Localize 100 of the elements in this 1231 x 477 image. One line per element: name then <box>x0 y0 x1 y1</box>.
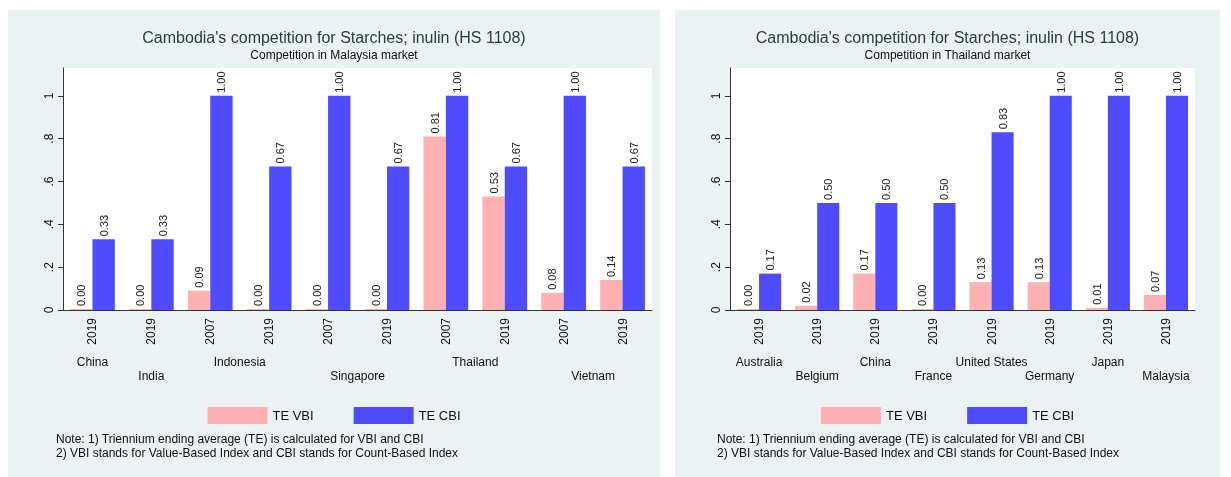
bar <box>1027 282 1050 310</box>
data-label: 0.83 <box>996 107 1009 130</box>
bar <box>328 95 351 310</box>
chart-title: Cambodia's competition for Starches; inulin (HS 1108) <box>755 28 1140 46</box>
x-tick-label: 2019 <box>379 317 394 345</box>
bar <box>991 132 1014 310</box>
bar <box>875 202 898 310</box>
chart-subtitle: Competition in Thailand market <box>864 48 1032 62</box>
y-tick-label: .2 <box>42 261 56 273</box>
data-label: 0.50 <box>822 178 835 200</box>
text: China <box>76 355 109 369</box>
data-label: 0.13 <box>974 257 987 280</box>
x-tick-label: 2007 <box>556 317 571 345</box>
data-label: 1.00 <box>1112 71 1125 93</box>
data-label: 0.67 <box>274 142 287 164</box>
legend-label: TE VBI <box>272 408 314 423</box>
bar <box>187 290 211 310</box>
data-label: 1.00 <box>215 71 228 93</box>
bar <box>1085 307 1108 310</box>
bar <box>210 95 233 310</box>
bar <box>795 305 818 310</box>
data-label: 0.50 <box>880 178 893 200</box>
bar <box>817 202 840 310</box>
text: Singapore <box>330 369 386 383</box>
x-tick-label: 2019 <box>497 317 512 345</box>
data-label: 0.00 <box>75 284 88 306</box>
bar <box>853 273 876 310</box>
x-tick-label: 2019 <box>615 317 630 345</box>
bar <box>933 202 956 310</box>
text: Note: 1) Triennium ending average (TE) is calculated for VBI and CBI <box>56 432 424 446</box>
y-tick-label: .8 <box>709 133 723 144</box>
x-tick-label: 2019 <box>810 317 825 345</box>
legend-label: TE CBI <box>1032 408 1075 423</box>
data-label: 0.02 <box>800 281 813 303</box>
text: 2) VBI stands for Value-Based Index and CBI stands for Count-Based Index <box>717 446 1120 460</box>
x-tick-label: 2007 <box>203 317 218 345</box>
data-label: 0.00 <box>134 284 147 306</box>
data-label: 0.00 <box>742 284 755 306</box>
data-label: 0.53 <box>487 172 500 194</box>
text: Belgium <box>795 369 839 383</box>
data-label: 0.00 <box>369 284 382 306</box>
data-label: 0.33 <box>97 214 110 237</box>
text: 2) VBI stands for Value-Based Index and CBI stands for Count-Based Index <box>56 446 459 460</box>
bar <box>151 239 174 310</box>
y-tick-label: 1 <box>42 92 56 100</box>
text: China <box>859 355 892 369</box>
data-label: 0.09 <box>193 266 206 288</box>
bar <box>386 166 410 310</box>
y-tick-label: 0 <box>42 306 56 314</box>
y-tick-label: .2 <box>709 261 723 273</box>
y-tick-label: .6 <box>709 176 723 187</box>
data-label: 1.00 <box>451 71 464 93</box>
data-label: 0.81 <box>428 112 441 134</box>
x-tick-label: 2007 <box>321 317 336 345</box>
data-label: 1.00 <box>1170 71 1183 93</box>
chart-title: Cambodia's competition for Starches; inulin (HS 1108) <box>142 28 526 46</box>
text: Thailand <box>452 355 499 369</box>
y-tick-label: .8 <box>42 133 56 144</box>
y-tick-label: .6 <box>42 176 56 187</box>
bar <box>92 239 115 310</box>
bar <box>1165 95 1189 310</box>
bar <box>445 95 469 310</box>
bar <box>1049 95 1072 310</box>
data-label: 0.14 <box>605 255 618 278</box>
data-label: 0.13 <box>1032 257 1045 280</box>
data-label: 0.67 <box>392 142 405 164</box>
data-label: 1.00 <box>568 71 581 93</box>
text: Note: 1) Triennium ending average (TE) is calculated for VBI and CBI <box>717 432 1085 446</box>
bar <box>1143 295 1166 310</box>
data-label: 0.00 <box>251 284 264 306</box>
data-label: 0.00 <box>916 284 929 306</box>
legend-label: TE VBI <box>885 408 928 423</box>
x-tick-label: 2019 <box>1042 317 1057 345</box>
x-tick-label: 2019 <box>984 317 999 345</box>
data-label: 0.67 <box>627 142 640 164</box>
bar <box>423 136 446 310</box>
x-tick-label: 2019 <box>1100 317 1115 345</box>
data-label: 0.17 <box>764 249 777 271</box>
data-label: 1.00 <box>1054 71 1067 93</box>
x-tick-label: 2007 <box>438 317 453 345</box>
text: Malaysia <box>1142 369 1190 383</box>
data-label: 0.33 <box>156 214 169 237</box>
x-tick-label: 2019 <box>85 317 100 345</box>
data-label: 0.50 <box>938 178 951 200</box>
y-tick-label: .4 <box>709 219 723 230</box>
bar <box>269 166 292 310</box>
x-tick-label: 2019 <box>144 317 159 345</box>
bar <box>482 196 505 310</box>
x-tick-label: 2019 <box>752 317 767 345</box>
y-tick-label: 0 <box>709 306 723 314</box>
data-label: 0.67 <box>509 142 522 164</box>
text: Japan <box>1091 355 1125 369</box>
text: Germany <box>1025 369 1075 383</box>
bar <box>759 273 782 310</box>
text: Australia <box>735 355 783 369</box>
text: United States <box>955 355 1028 369</box>
text: India <box>138 369 165 383</box>
data-label: 0.00 <box>310 284 323 306</box>
x-tick-label: 2019 <box>262 317 277 345</box>
data-label: 0.08 <box>546 268 559 290</box>
